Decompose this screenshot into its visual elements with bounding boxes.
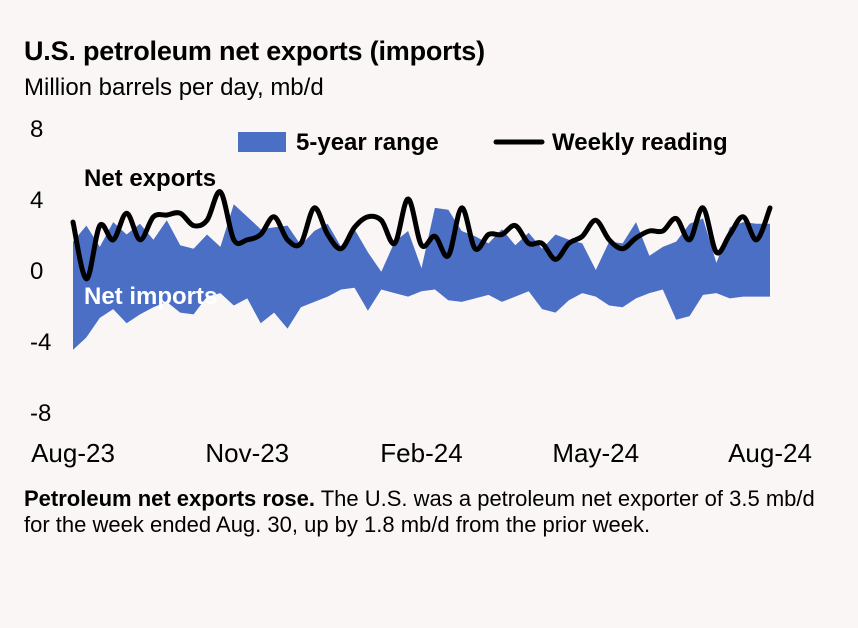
legend-swatch-range	[238, 132, 286, 152]
weekly-reading-line	[70, 189, 773, 282]
x-tick-label: Nov-23	[205, 438, 289, 468]
chart-title: U.S. petroleum net exports (imports)	[24, 36, 485, 66]
y-tick-label: -8	[30, 400, 51, 427]
y-tick-label: -4	[30, 329, 51, 356]
y-tick-label: 4	[30, 187, 43, 214]
x-tick-label: Aug-24	[728, 438, 812, 468]
y-tick-label: 8	[30, 116, 43, 143]
x-tick-label: Aug-23	[31, 438, 115, 468]
caption-headline: Petroleum net exports rose.	[24, 486, 315, 511]
legend-label-range: 5-year range	[296, 129, 439, 156]
y-tick-label: 0	[30, 258, 43, 285]
annotation-net-exports: Net exports	[84, 165, 216, 192]
chart-caption: Petroleum net exports rose. The U.S. was…	[24, 486, 824, 538]
annotation-net-imports: Net imports	[84, 283, 217, 310]
x-tick-label: Feb-24	[380, 438, 462, 468]
chart-subtitle: Million barrels per day, mb/d	[24, 74, 324, 101]
x-tick-label: May-24	[552, 438, 639, 468]
caption-body: The U.S. was a petroleum net exporter of…	[24, 486, 815, 537]
legend-label-weekly: Weekly reading	[552, 129, 728, 156]
